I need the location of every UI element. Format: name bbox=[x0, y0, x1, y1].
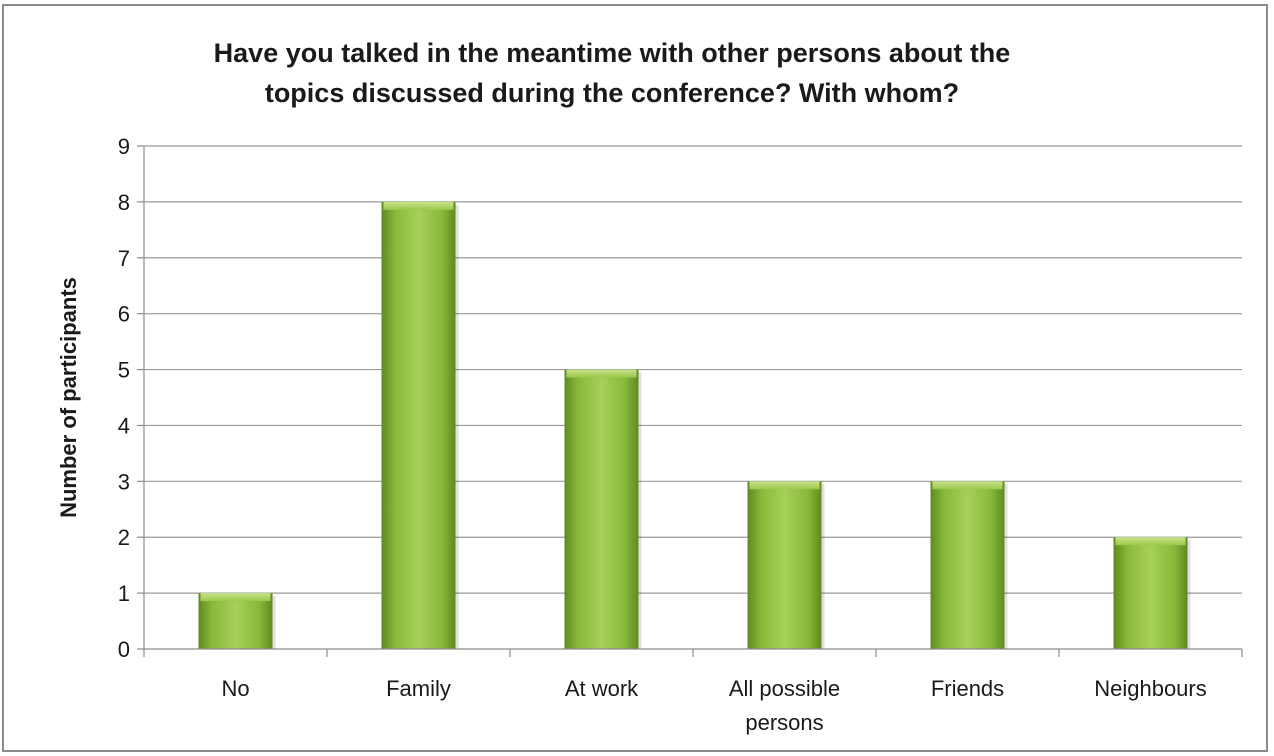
y-tick-label: 1 bbox=[118, 581, 130, 606]
x-category-label: Family bbox=[386, 676, 451, 701]
bar bbox=[930, 481, 1008, 649]
bar bbox=[381, 201, 459, 649]
bar-body bbox=[198, 593, 273, 649]
x-axis-categories: No Family At work All possible persons Friend… bbox=[221, 676, 1206, 735]
x-category-label: All possible bbox=[729, 676, 840, 701]
y-tick-label: 6 bbox=[118, 302, 130, 327]
bar-body bbox=[930, 481, 1005, 649]
bar bbox=[747, 481, 825, 649]
chart-title: Have you talked in the meantime with oth… bbox=[214, 38, 1011, 108]
y-tick-label: 9 bbox=[118, 134, 130, 159]
bar bbox=[198, 593, 276, 649]
bar-top-highlight bbox=[566, 369, 637, 378]
y-axis-label: Number of participants bbox=[56, 277, 81, 518]
y-tick-label: 7 bbox=[118, 246, 130, 271]
bar bbox=[564, 369, 642, 649]
x-category-label: At work bbox=[565, 676, 639, 701]
bar-body bbox=[381, 201, 456, 649]
x-axis bbox=[143, 146, 1243, 657]
x-category-label: Neighbours bbox=[1094, 676, 1207, 701]
y-axis-ticks: 0 1 2 3 4 5 6 7 8 9 bbox=[118, 134, 144, 662]
y-tick-label: 3 bbox=[118, 469, 130, 494]
y-tick-label: 2 bbox=[118, 525, 130, 550]
gridlines bbox=[144, 145, 1242, 594]
chart-title-line: topics discussed during the conference? … bbox=[265, 78, 959, 108]
bar-top-highlight bbox=[383, 201, 454, 210]
bar-body bbox=[747, 481, 822, 649]
y-tick-label: 4 bbox=[118, 413, 130, 438]
bar-top-highlight bbox=[1115, 537, 1186, 546]
bar bbox=[1113, 537, 1191, 649]
bar-top-highlight bbox=[749, 481, 820, 490]
bar-body bbox=[564, 369, 639, 649]
x-category-label: persons bbox=[745, 710, 823, 735]
chart-title-line: Have you talked in the meantime with oth… bbox=[214, 38, 1011, 68]
x-category-label: Friends bbox=[931, 676, 1004, 701]
bar-top-highlight bbox=[932, 481, 1003, 490]
y-axis-title: Number of participants bbox=[56, 277, 81, 518]
bars bbox=[198, 201, 1191, 649]
y-tick-label: 5 bbox=[118, 358, 130, 383]
bar-body bbox=[1113, 537, 1188, 649]
y-tick-label: 0 bbox=[118, 637, 130, 662]
x-category-label: No bbox=[221, 676, 249, 701]
y-tick-label: 8 bbox=[118, 190, 130, 215]
bar-top-highlight bbox=[200, 593, 271, 602]
